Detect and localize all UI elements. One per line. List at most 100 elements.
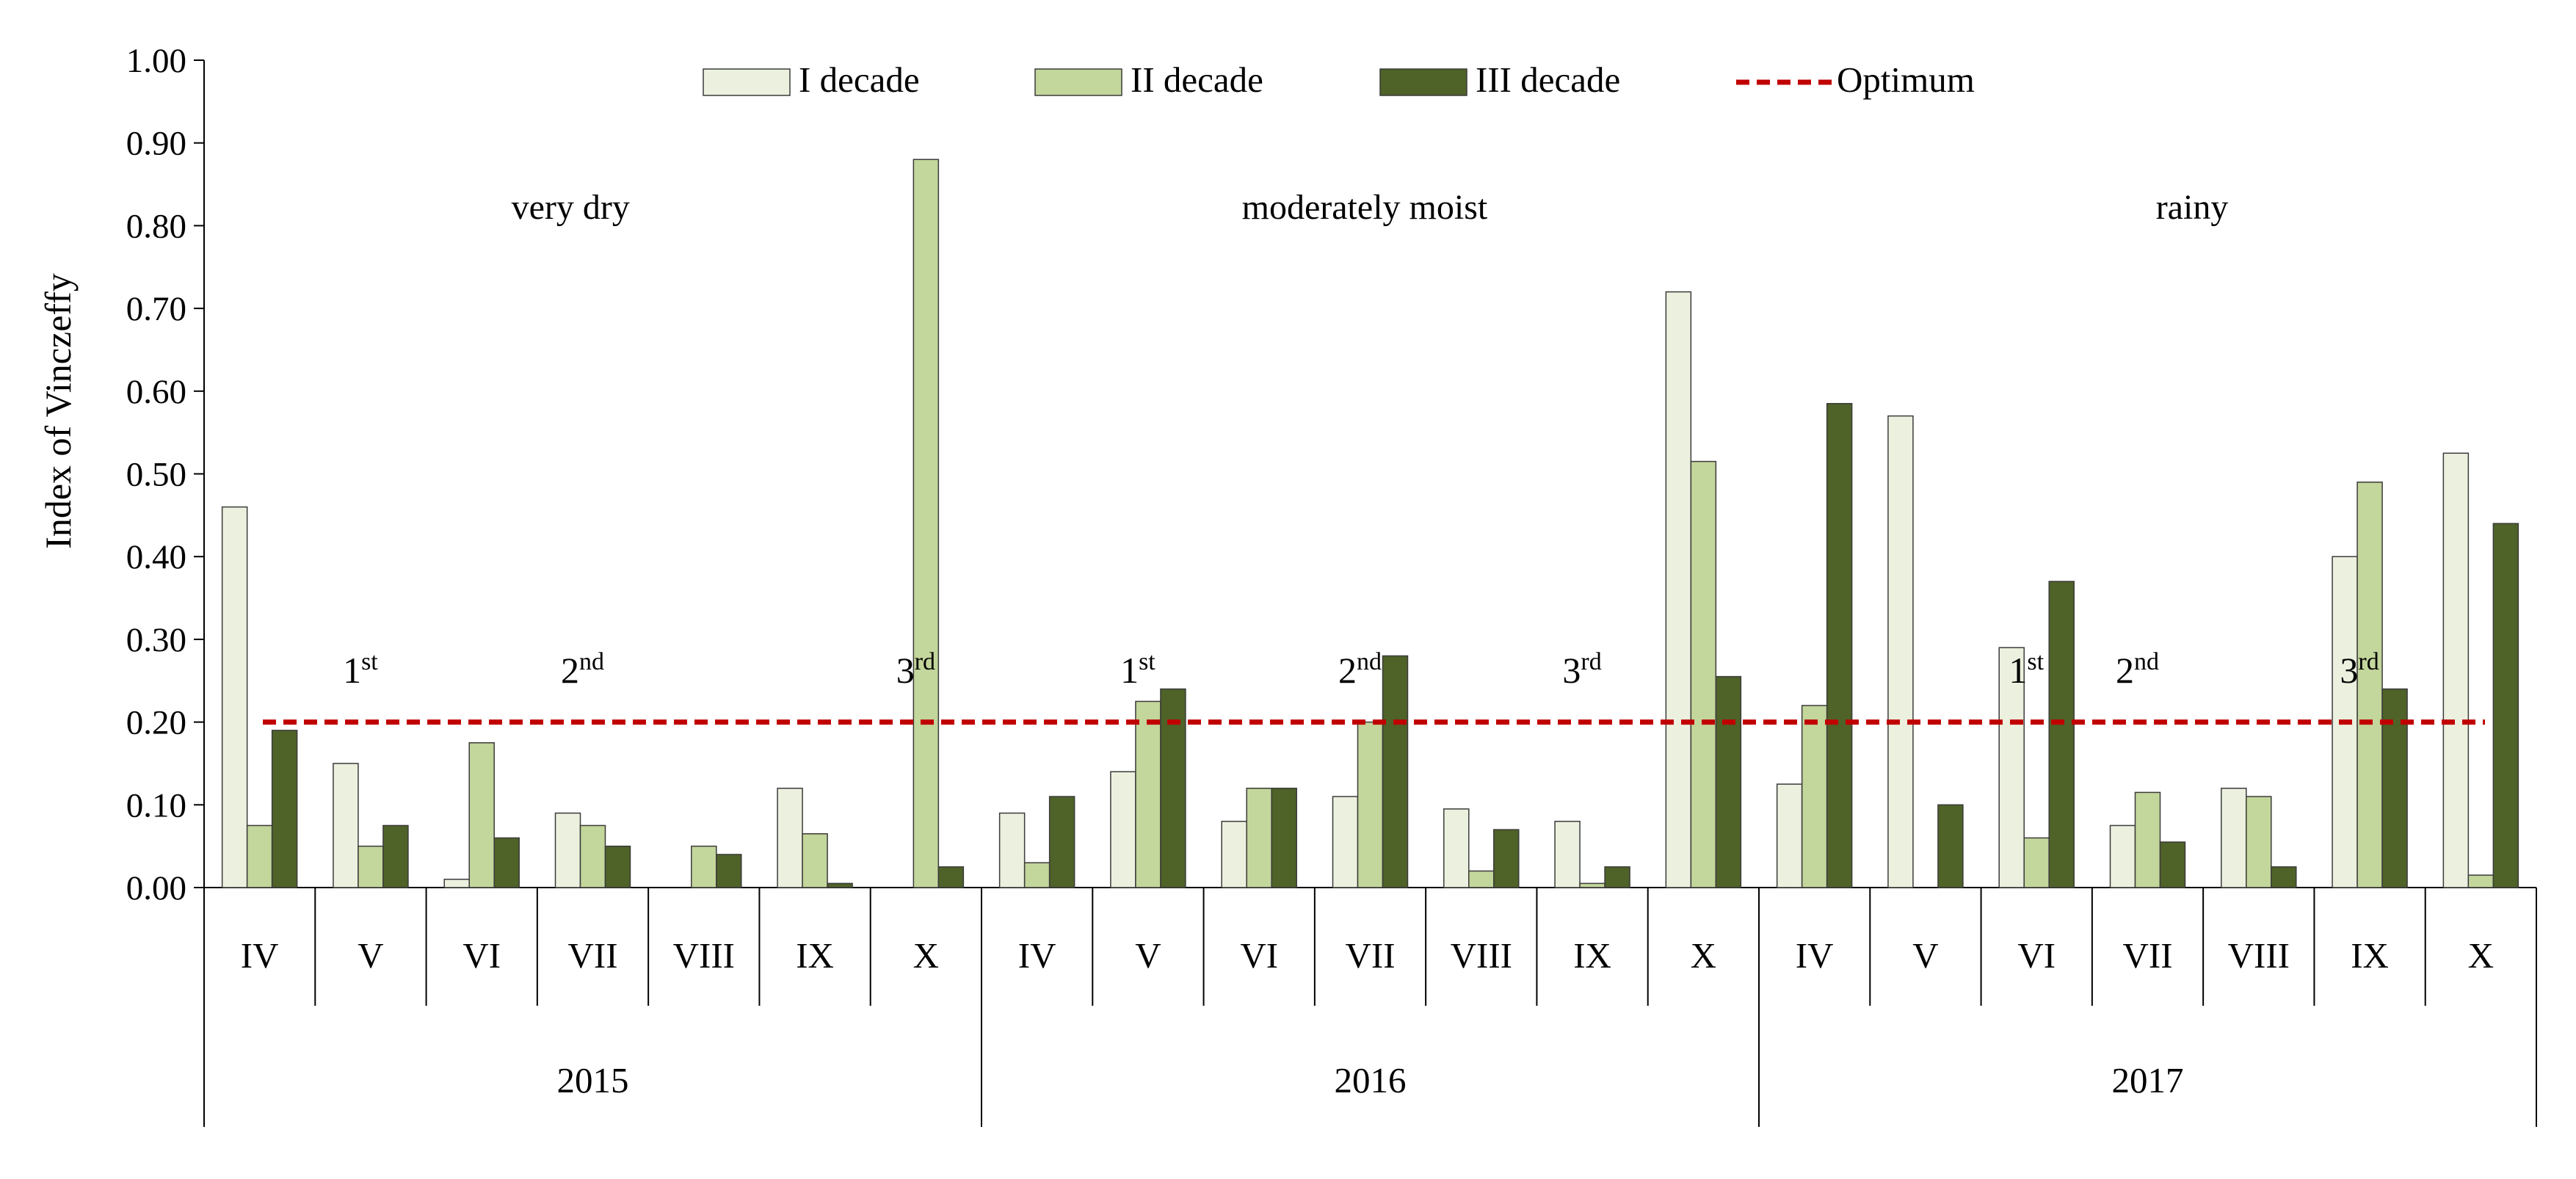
ordinal-label: 2nd (1338, 648, 1382, 691)
bar-ii-decade (468, 742, 495, 888)
bar-ii-decade (358, 845, 384, 888)
year-label: 2017 (2112, 1060, 2184, 1100)
y-tick-label: 1.00 (126, 42, 186, 80)
bar-i-decade (1221, 821, 1247, 888)
month-label: IX (1573, 935, 1611, 976)
month-label: IX (796, 935, 834, 976)
month-label: IV (1796, 935, 1834, 976)
legend-label: III decade (1476, 59, 1620, 100)
bar-ii-decade (1468, 870, 1495, 888)
y-tick-label: 0.50 (126, 456, 186, 494)
bar-i-decade (443, 878, 470, 888)
bar-i-decade (1110, 771, 1136, 888)
bar-iii-decade (1826, 402, 1853, 888)
bar-iii-decade (2492, 523, 2519, 888)
month-label: IX (2351, 935, 2389, 976)
bar-i-decade (1443, 808, 1470, 888)
month-label: VII (2122, 935, 2172, 976)
month-label: X (1691, 935, 1716, 976)
bar-i-decade (777, 788, 803, 888)
bar-iii-decade (271, 730, 298, 888)
bar-ii-decade (913, 159, 940, 888)
y-tick-label: 0.60 (126, 373, 186, 411)
legend-label: II decade (1131, 59, 1263, 100)
legend: I decade II decade III decade Optimum (703, 59, 1975, 100)
bar-iii-decade (1604, 866, 1630, 888)
bar-iii-decade (2381, 688, 2408, 888)
bar-ii-decade (2246, 796, 2272, 888)
bar-iii-decade (1271, 788, 1297, 888)
bar-ii-decade (1579, 882, 1606, 888)
bar-ii-decade (1690, 460, 1717, 888)
bars (221, 159, 2519, 888)
bar-iii-decade (716, 854, 742, 888)
bar-iii-decade (1048, 796, 1075, 888)
bar-iii-decade (2271, 866, 2297, 888)
year-note: moderately moist (1242, 188, 1488, 227)
bar-ii-decade (2357, 482, 2383, 888)
legend-label: I decade (799, 59, 920, 100)
month-label: X (2468, 935, 2494, 976)
bar-ii-decade (1801, 705, 1828, 888)
ordinal-label: 2nd (2116, 648, 2159, 691)
bar-ii-decade (1135, 700, 1161, 888)
bar-ii-decade (802, 832, 828, 888)
month-label: V (1912, 935, 1938, 976)
bar-ii-decade (1357, 721, 1384, 888)
y-tick-label: 0.20 (126, 704, 186, 742)
y-tick-label: 0.90 (126, 125, 186, 163)
month-label: VIII (1451, 935, 1512, 976)
month-label: V (358, 935, 383, 976)
ordinal-label: 3rd (2340, 648, 2379, 691)
y-tick-label: 0.00 (126, 869, 186, 907)
bar-ii-decade (1246, 788, 1272, 888)
bar-i-decade (1332, 796, 1359, 888)
legend-swatch (1379, 68, 1467, 96)
month-label: VI (2017, 935, 2056, 976)
month-label: VII (1345, 935, 1395, 976)
bar-iii-decade (1382, 655, 1409, 888)
month-label: VII (567, 935, 617, 976)
bar-iii-decade (937, 866, 965, 888)
bar-iii-decade (1493, 829, 1520, 888)
year-note: rainy (2156, 188, 2229, 227)
bar-iii-decade (1937, 804, 1964, 888)
bar-iii-decade (382, 824, 409, 888)
y-tick-label: 0.70 (126, 290, 186, 328)
bar-i-decade (998, 812, 1026, 888)
bar-i-decade (221, 506, 248, 888)
labels: 0.00 0.10 0.20 0.30 0.40 0.50 0.60 0.70 0.80 0.90… (37, 42, 2494, 1100)
month-label: VIII (673, 935, 735, 976)
bar-i-decade (2109, 824, 2136, 888)
year-label: 2016 (1335, 1060, 1407, 1100)
y-tick-label: 0.10 (126, 786, 186, 824)
month-label: IV (241, 935, 279, 976)
year-note: very dry (512, 188, 630, 227)
ordinal-label: 3rd (896, 648, 935, 691)
legend-swatch (703, 68, 791, 96)
y-axis-label: Index of Vinczeffy (37, 273, 79, 549)
y-tick-label: 0.80 (126, 207, 186, 245)
bar-i-decade (554, 812, 581, 888)
bar-iii-decade (827, 882, 853, 888)
bar-i-decade (2442, 452, 2470, 888)
legend-swatch (1034, 68, 1122, 96)
bar-iii-decade (1715, 675, 1742, 888)
bar-ii-decade (2023, 837, 2050, 888)
month-label: VI (1240, 935, 1278, 976)
bar-ii-decade (2467, 874, 2495, 888)
bar-iii-decade (2048, 581, 2075, 888)
bar-ii-decade (691, 845, 717, 888)
bar-i-decade (1887, 415, 1914, 888)
bar-ii-decade (1023, 862, 1051, 888)
ordinal-label: 1st (343, 648, 378, 691)
bar-iii-decade (2159, 841, 2186, 888)
ordinal-label: 1st (1120, 648, 1155, 691)
bar-i-decade (2221, 788, 2247, 888)
y-tick-label: 0.30 (126, 621, 186, 659)
bar-i-decade (1665, 291, 1692, 888)
year-label: 2015 (557, 1060, 629, 1100)
month-label: IV (1018, 935, 1056, 976)
bar-ii-decade (246, 824, 273, 888)
